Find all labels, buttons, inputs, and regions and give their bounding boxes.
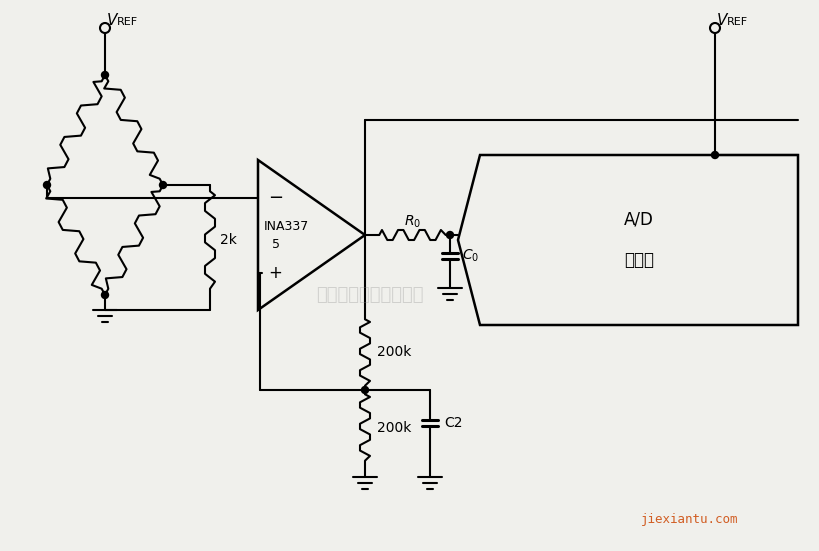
Text: 200k: 200k: [377, 420, 411, 435]
Circle shape: [100, 23, 110, 33]
Text: C2: C2: [443, 416, 462, 430]
Circle shape: [102, 291, 108, 299]
Text: $\it{V}$: $\it{V}$: [715, 12, 728, 28]
Text: REF: REF: [117, 17, 138, 27]
Circle shape: [709, 23, 719, 33]
Text: 200k: 200k: [377, 345, 411, 359]
Text: +: +: [268, 263, 282, 282]
Circle shape: [160, 181, 166, 188]
Text: REF: REF: [726, 17, 747, 27]
Text: 变换器: 变换器: [623, 251, 654, 269]
Text: 2k: 2k: [219, 233, 237, 247]
Circle shape: [446, 231, 453, 239]
Circle shape: [711, 152, 717, 159]
Circle shape: [102, 72, 108, 78]
Text: −: −: [268, 188, 283, 207]
Text: jiexiantu.com: jiexiantu.com: [640, 514, 738, 527]
Text: $R_{0}$: $R_{0}$: [404, 214, 421, 230]
Text: A/D: A/D: [623, 211, 653, 229]
Text: 杭州将睿科技有限公司: 杭州将睿科技有限公司: [316, 286, 423, 304]
Text: 5: 5: [272, 239, 279, 251]
Text: $\it{V}$: $\it{V}$: [106, 12, 120, 28]
Text: INA337: INA337: [263, 220, 308, 234]
Circle shape: [361, 386, 368, 393]
Circle shape: [43, 181, 51, 188]
Text: $C_{0}$: $C_{0}$: [461, 248, 478, 264]
